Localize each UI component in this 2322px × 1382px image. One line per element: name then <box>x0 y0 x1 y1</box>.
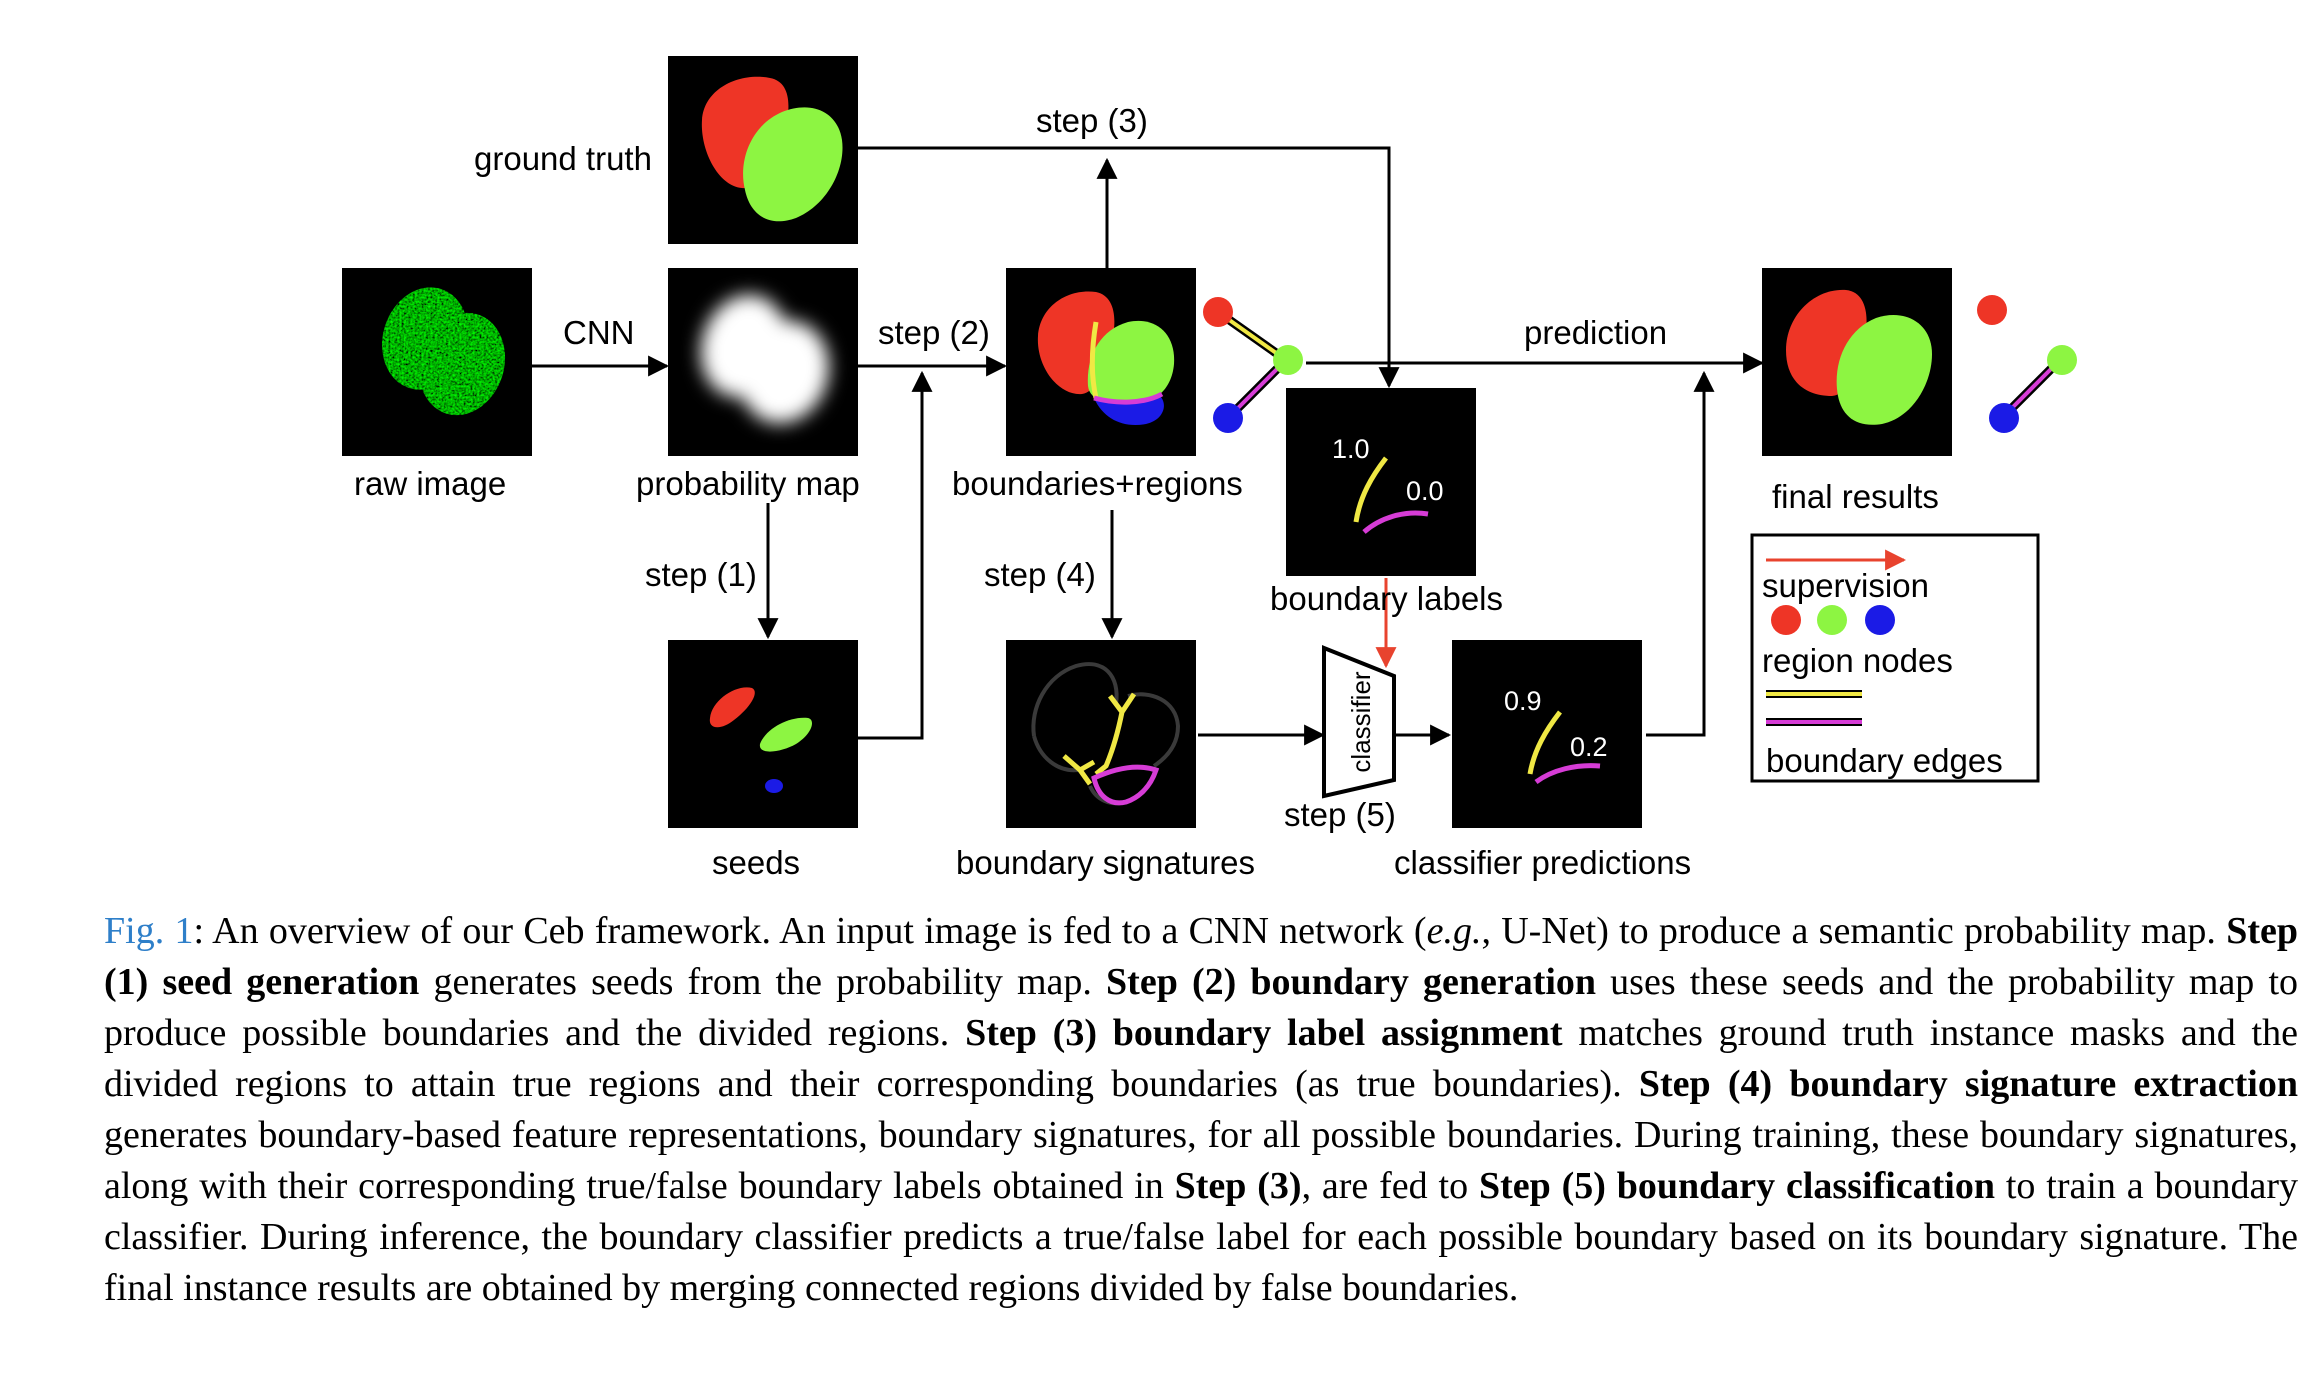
classifier-predictions-label: classifier predictions <box>1394 844 1691 881</box>
pred-to-final-arrow <box>1646 370 1715 737</box>
step2-label: step (2) <box>878 314 990 351</box>
region-graph <box>1203 297 1303 433</box>
boundaries-regions-label: boundaries+regions <box>952 465 1243 502</box>
step3-gt-arrow <box>858 146 1400 389</box>
step4-label: step (4) <box>984 556 1096 593</box>
step1-emphasis: Step (1) seed generation <box>104 910 2298 1003</box>
boundary-signatures-image <box>1006 640 1196 828</box>
boundary-signatures-label: boundary signatures <box>956 844 1255 881</box>
legend-region-nodes-label: region nodes <box>1762 642 1953 679</box>
final-results-image <box>1762 268 1952 456</box>
legend-boundary-edges-label: boundary edges <box>1766 742 2003 779</box>
framework-diagram: ground truth step (3) CNN step (2) predi… <box>342 56 2077 881</box>
boundary-labels-image <box>1286 388 1476 576</box>
pred-value-magenta: 0.2 <box>1570 732 1608 762</box>
arrows <box>531 146 1765 746</box>
step3-reference: Step (3) <box>1174 1165 1302 1207</box>
classifier-predictions-image <box>1452 640 1642 828</box>
legend-supervision-label: supervision <box>1762 567 1929 604</box>
ground-truth-image <box>668 56 858 244</box>
ground-truth-label: ground truth <box>474 140 652 177</box>
legend <box>1750 533 2040 783</box>
label-value-yellow: 1.0 <box>1332 434 1370 464</box>
seeds-label: seeds <box>712 844 800 881</box>
probability-map-image <box>668 268 858 456</box>
boundaries-regions-image <box>1006 268 1196 456</box>
step2-emphasis: Step (2) boundary generation <box>1106 961 1597 1003</box>
boundary-labels-label: boundary labels <box>1270 580 1503 617</box>
raw-image <box>342 268 532 456</box>
step3-label: step (3) <box>1036 102 1148 139</box>
raw-image-label: raw image <box>354 465 506 502</box>
final-results-label: final results <box>1772 478 1939 515</box>
classifier-block <box>1322 645 1396 799</box>
cnn-label: CNN <box>563 314 635 351</box>
final-graph <box>1977 295 2077 433</box>
step4-emphasis: Step (4) boundary signature extraction <box>1638 1063 2298 1105</box>
step5-label: step (5) <box>1284 796 1396 833</box>
prediction-label: prediction <box>1524 314 1667 351</box>
seeds-image <box>668 640 858 828</box>
label-value-magenta: 0.0 <box>1406 476 1444 506</box>
pred-value-yellow: 0.9 <box>1504 686 1542 716</box>
figure-reference-link[interactable]: Fig. 1 <box>104 910 194 952</box>
probability-map-label: probability map <box>636 465 860 502</box>
classifier-label: classifier <box>1346 671 1376 772</box>
step3-emphasis: Step (3) boundary label assignment <box>965 1012 1563 1054</box>
step5-emphasis: Step (5) boundary classification <box>1478 1165 1995 1207</box>
figure-caption: Fig. 1: An overview of our Ceb framework… <box>104 910 2299 1309</box>
step1-label: step (1) <box>645 556 757 593</box>
seeds-to-step2-arrow <box>858 370 933 740</box>
